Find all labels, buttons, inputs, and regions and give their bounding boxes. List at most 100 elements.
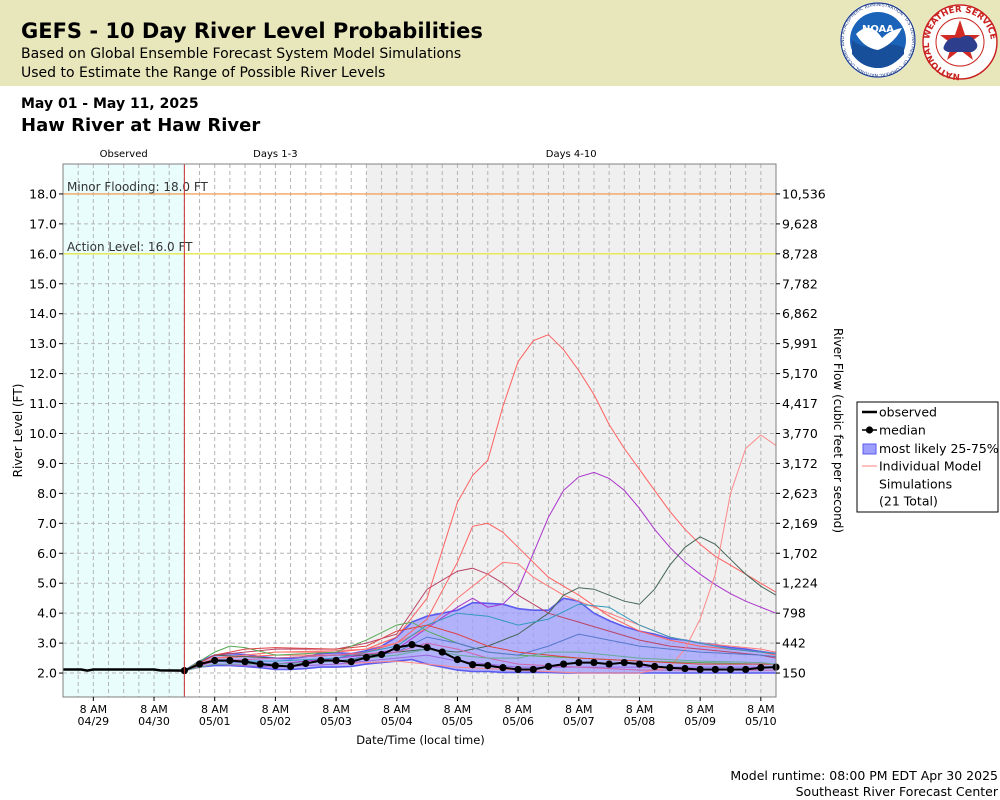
x-tick-date: 05/07 [563, 715, 595, 728]
median-point-21 [499, 664, 507, 672]
page-title: GEFS - 10 Day River Level Probabilities [21, 19, 483, 43]
y-tick-label: 5.0 [37, 576, 57, 591]
y-tick-label: 11.0 [29, 396, 57, 411]
legend-label-member-1: Individual Model [879, 459, 981, 474]
y-tick-label: 7.0 [37, 516, 57, 531]
x-tick-time: 8 AM [686, 703, 714, 716]
median-point-15 [408, 640, 416, 649]
median-point-38 [757, 664, 765, 672]
observed-line [63, 668, 185, 672]
median-point-13 [377, 650, 386, 659]
y-tick-label: 8.0 [37, 486, 57, 501]
x-tick-date: 05/01 [199, 715, 231, 728]
agency-logos: NOAA NATIONAL OCEANIC AND ATMOSPHERIC AD… [837, 0, 1000, 84]
legend-box [856, 401, 999, 513]
y-tick-label: 6.0 [37, 546, 57, 561]
median-point-26 [575, 658, 583, 667]
median-point-28 [605, 660, 613, 668]
median-point-35 [711, 665, 719, 674]
median-point-6 [271, 661, 279, 670]
median-point-32 [666, 664, 674, 672]
x-tick-time: 8 AM [504, 703, 532, 716]
x-tick-date: 05/04 [381, 715, 413, 728]
median-point-30 [635, 660, 644, 668]
y-right-tick-label: 8,728 [782, 246, 818, 261]
page-subtitle-2: Used to Estimate the Range of Possible R… [21, 65, 386, 81]
y-right-tick-label: 3,770 [782, 426, 818, 441]
median-point-20 [484, 661, 492, 670]
period-label-2: Days 1-3 [253, 149, 297, 160]
x-tick-date: 05/08 [624, 715, 656, 728]
plot-border [62, 163, 777, 698]
simulation-line-11 [184, 624, 776, 672]
y-right-tick-label: 442 [782, 636, 806, 651]
page-subtitle-1: Based on Global Ensemble Forecast System… [21, 46, 462, 62]
x-axis-title: Date/Time (local time) [356, 733, 485, 747]
legend-label-observed: observed [879, 405, 937, 420]
date-range: May 01 - May 11, 2025 [21, 96, 199, 112]
x-tick-date: 04/30 [138, 715, 170, 728]
chart-legend: observed median most likely 25-75% Individu… [856, 401, 999, 513]
x-tick-time: 8 AM [565, 703, 593, 716]
y-tick-label: 10.0 [29, 426, 57, 441]
y-right-axis-title: River Flow (cubic feet per second) [831, 328, 845, 533]
simulation-line-13 [184, 642, 776, 672]
x-tick-date: 04/29 [77, 715, 109, 728]
x-tick-date: 05/03 [320, 715, 352, 728]
y-right-tick-label: 2,169 [782, 516, 818, 531]
median-point-34 [696, 665, 704, 674]
median-point-1 [195, 660, 204, 668]
y-tick-label: 9.0 [37, 456, 57, 471]
y-right-tick-label: 798 [782, 606, 806, 621]
y-right-tick-label: 150 [782, 666, 806, 681]
y-right-tick-label: 2,623 [782, 486, 818, 501]
x-tick-date: 05/02 [260, 715, 292, 728]
x-tick-time: 8 AM [747, 703, 775, 716]
y-right-tick-label: 5,170 [782, 366, 818, 381]
x-tick-time: 8 AM [80, 703, 108, 716]
y-tick-label: 2.0 [37, 666, 57, 681]
simulation-line-10 [184, 603, 777, 672]
y-right-tick-label: 10,536 [782, 186, 826, 201]
y-right-tick-label: 4,417 [782, 396, 818, 411]
median-point-25 [560, 660, 568, 668]
grid-lines [63, 164, 776, 697]
median-point-24 [544, 662, 553, 671]
median-point-11 [347, 658, 355, 666]
y-right-tick-label: 9,628 [782, 216, 818, 231]
y-tick-label: 17.0 [29, 216, 57, 231]
x-tick-date: 05/05 [442, 715, 474, 728]
median-point-18 [453, 655, 462, 664]
median-point-19 [468, 661, 477, 669]
x-tick-time: 8 AM [201, 703, 229, 716]
y-right-tick-label: 7,782 [782, 276, 818, 291]
y-tick-label: 12.0 [29, 366, 57, 381]
x-tick-time: 8 AM [626, 703, 654, 716]
median-point-9 [317, 656, 325, 665]
y-right-tick-label: 3,172 [782, 456, 818, 471]
y-tick-label: 3.0 [37, 636, 57, 651]
y-axis-title: River Level (FT) [11, 384, 25, 478]
median-point-10 [332, 656, 340, 665]
median-point-37 [742, 665, 750, 674]
likely-25-75-band [184, 598, 776, 673]
y-tick-label: 13.0 [29, 336, 57, 351]
nws-logo: NATIONAL WEATHER SERVICE [922, 4, 998, 81]
legend-label-band: most likely 25-75% [879, 441, 999, 456]
median-point-17 [438, 648, 446, 656]
x-tick-time: 8 AM [322, 703, 350, 716]
median-point-27 [590, 658, 598, 667]
minor-flooding-label: Minor Flooding: 18.0 FT [67, 180, 209, 194]
y-right-tick-label: 1,702 [782, 546, 818, 561]
simulation-line-1 [184, 334, 777, 672]
x-tick-date: 05/09 [684, 715, 716, 728]
x-tick-time: 8 AM [383, 703, 411, 716]
y-tick-label: 15.0 [29, 276, 57, 291]
median-point-5 [256, 660, 264, 668]
y-right-tick-label: 1,224 [782, 576, 818, 591]
y-tick-label: 16.0 [29, 246, 57, 261]
median-point-14 [393, 643, 401, 652]
median-point-29 [620, 658, 628, 667]
median-point-2 [211, 656, 219, 665]
median-point-33 [681, 664, 689, 673]
